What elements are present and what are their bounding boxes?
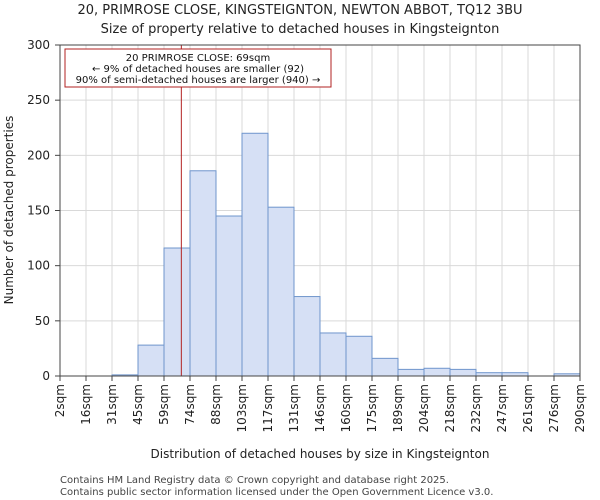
y-tick-label: 0 [42,369,50,383]
x-tick-label: 131sqm [287,384,301,432]
bar-204sqm [423,367,451,377]
footer-line-2: Contains public sector information licen… [60,487,493,498]
x-tick-label: 204sqm [417,384,431,432]
annotation-box: 20 PRIMROSE CLOSE: 69sqm ← 9% of detache… [64,48,332,88]
x-tick-label: 247sqm [495,384,509,432]
chart-title: 20, PRIMROSE CLOSE, KINGSTEIGNTON, NEWTO… [77,3,522,18]
x-tick-label: 103sqm [235,384,249,432]
bar-160sqm [345,335,373,377]
bar-189sqm [397,368,425,377]
x-tick-label: 2sqm [53,384,67,417]
x-tick-label: 290sqm [573,384,587,432]
annotation-line-1: 20 PRIMROSE CLOSE: 69sqm [126,53,270,64]
annotation-line-3: 90% of semi-detached houses are larger (… [76,75,321,86]
bar-88sqm [215,215,243,377]
y-axis-ticks: 0 50 100 150 200 250 300 [27,38,60,383]
y-tick-label: 100 [27,259,50,273]
x-tick-label: 117sqm [261,384,275,432]
x-tick-label: 175sqm [365,384,379,432]
bar-45sqm [137,344,165,377]
y-axis-label: Number of detached properties [2,116,16,305]
footer-line-1: Contains HM Land Registry data © Crown c… [60,475,449,486]
x-tick-label: 88sqm [209,384,223,425]
bar-131sqm [293,296,321,377]
x-tick-label: 59sqm [157,384,171,425]
y-tick-label: 200 [27,148,50,162]
x-tick-label: 45sqm [131,384,145,425]
x-tick-label: 261sqm [521,384,535,432]
bar-117sqm [267,206,295,377]
bars [111,132,581,377]
bar-74sqm [189,170,217,377]
x-tick-label: 232sqm [469,384,483,432]
x-tick-label: 146sqm [313,384,327,432]
annotation-frame [64,48,332,88]
x-axis-label: Distribution of detached houses by size … [151,447,490,461]
x-tick-label: 31sqm [105,384,119,425]
y-tick-label: 50 [35,314,50,328]
bar-146sqm [319,332,347,377]
x-tick-label: 218sqm [443,384,457,432]
x-axis-ticks: 2sqm 16sqm 31sqm 45sqm 59sqm 74sqm 88sqm 103sqm… [53,376,587,432]
bar-59sqm [163,247,191,377]
x-tick-label: 160sqm [339,384,353,432]
x-tick-label: 276sqm [547,384,561,432]
chart-subtitle: Size of property relative to detached ho… [101,22,500,37]
bar-175sqm [371,357,399,377]
annotation-line-2: ← 9% of detached houses are smaller (92) [92,64,304,75]
bar-103sqm [241,132,269,377]
x-tick-label: 16sqm [79,384,93,425]
x-tick-label: 74sqm [183,384,197,425]
y-tick-label: 150 [27,204,50,218]
x-tick-label: 189sqm [391,384,405,432]
y-tick-label: 300 [27,38,50,52]
y-tick-label: 250 [27,93,50,107]
bar-218sqm [449,368,477,377]
